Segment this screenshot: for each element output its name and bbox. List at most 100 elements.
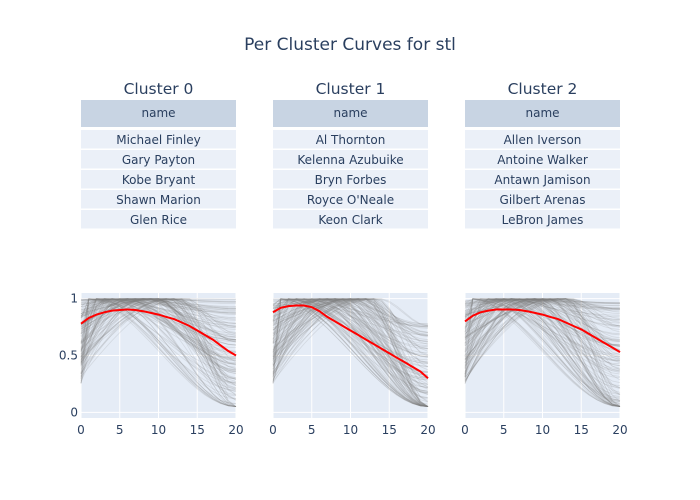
background-curve [80,298,236,374]
background-curve [80,298,237,407]
background-curve [80,298,237,364]
background-curve [80,298,237,345]
background-curve [80,298,237,407]
background-curve [80,298,237,407]
background-curve [464,298,621,322]
background-curve [272,298,429,392]
background-curve [80,298,237,344]
background-curve [80,298,237,380]
table-row [465,210,620,229]
background-curve [464,298,621,407]
x-tick-label: 20 [420,423,435,437]
background-curve [80,298,237,407]
table-row [273,170,428,189]
x-tick-label: 0 [461,423,469,437]
background-curve [80,298,237,407]
background-curve [464,298,621,371]
background-curve [80,298,237,396]
x-tick-label: 5 [500,423,508,437]
background-curve [464,298,621,395]
background-curve [80,298,237,407]
background-curves [80,298,237,407]
background-curve [464,298,621,407]
background-curve [464,298,621,407]
background-curve [272,298,429,407]
background-curve [272,298,429,396]
background-curve [80,298,237,357]
background-curve [464,298,621,407]
background-curve [80,298,237,384]
x-tick-label: 10 [535,423,550,437]
cluster-panels: Cluster 0 name Michael Finley Gary Payton Ko… [59,80,628,437]
background-curve [80,298,237,381]
background-curve [80,298,237,320]
background-curve [272,298,429,344]
background-curve [80,298,237,389]
x-tick-label: 0 [77,423,85,437]
background-curve [272,298,429,336]
background-curve [80,298,237,328]
background-curve [272,298,429,407]
background-curve [464,298,621,355]
background-curve [464,298,621,372]
background-curve [272,298,429,373]
background-curve [272,298,429,407]
background-curve [464,298,621,387]
background-curve [272,298,429,340]
background-curve [464,298,621,381]
table-cell-name: Al Thornton [316,133,386,147]
x-tick-label: 15 [382,423,397,437]
y-tick-label: 0 [70,405,78,419]
background-curve [272,298,429,374]
background-curve [80,298,237,365]
background-curve [80,298,236,363]
background-curve [464,298,621,360]
background-curve [464,298,621,407]
table-header-cell [273,100,428,127]
background-curve [272,298,429,329]
background-curve [464,298,621,402]
background-curve [80,298,237,327]
background-curve [464,298,621,341]
background-curve [80,298,237,374]
background-curve [80,298,237,407]
background-curve [272,298,429,407]
background-curve [80,298,236,384]
background-curve [272,298,429,407]
background-curve [80,298,237,352]
background-curve [272,298,429,375]
table-cell-name: Allen Iverson [504,133,582,147]
background-curve [464,298,621,336]
background-curve [464,298,621,407]
background-curve [272,298,429,368]
background-curve [464,298,620,320]
background-curve [272,298,429,403]
background-curve [80,298,237,370]
background-curve [80,298,237,372]
background-curve [80,298,237,341]
background-curve [464,298,621,396]
background-curve [464,298,621,309]
background-curve [272,298,429,356]
background-curve [464,298,621,337]
background-curve [80,298,237,407]
background-curve [464,298,621,327]
x-tick-label: 20 [228,423,243,437]
background-curve [272,298,429,407]
background-curve [272,298,429,354]
background-curve [80,298,237,362]
background-curve [272,298,429,327]
cluster-panel-0: Cluster 0 name Michael Finley Gary Payton Ko… [59,80,244,437]
background-curve [272,298,429,350]
background-curve [464,298,621,378]
background-curve [272,298,429,377]
table-row [273,190,428,209]
background-curve [80,298,237,325]
mean-curve [80,308,237,357]
background-curve [80,298,237,407]
background-curve [272,298,429,372]
background-curve [464,298,621,324]
table-row [81,210,236,229]
background-curve [272,298,429,337]
background-curve [464,298,620,329]
